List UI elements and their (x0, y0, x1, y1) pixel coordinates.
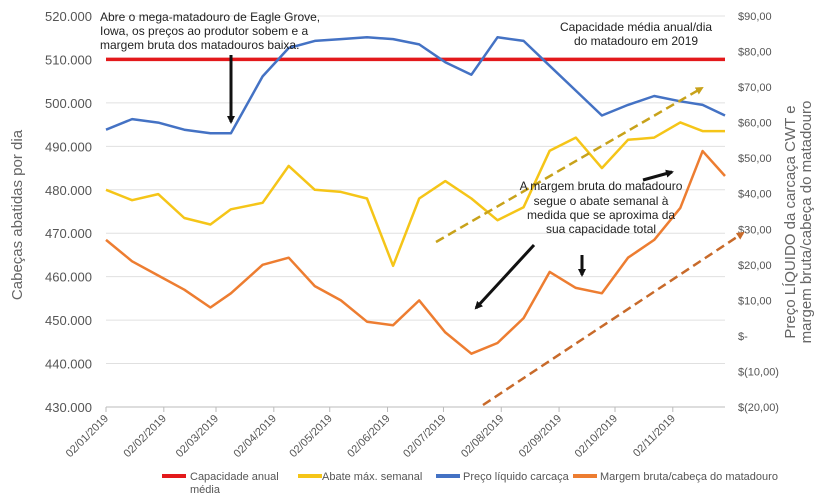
left-tick-label: 440.000 (45, 357, 92, 372)
annotation-line: Abre o mega-matadouro de Eagle Grove, (100, 10, 320, 24)
right-axis-title-line1: Preço LÍQUIDO da carcaça CWT e (782, 105, 799, 338)
right-tick-label: $90,00 (738, 11, 772, 23)
annotation-capacity: Capacidade média anual/dia do matadouro … (560, 20, 712, 48)
left-axis-ticks: 430.000 440.000 450.000 460.000 470.000 480.0… (45, 9, 92, 415)
right-tick-label: $(20,00) (738, 402, 779, 414)
legend-label-margin: Margem bruta/cabeça do matadouro (600, 471, 778, 483)
left-tick-label: 510.000 (45, 52, 92, 67)
x-tick-label: 02/08/2019 (459, 413, 506, 460)
annotation-eagle-grove: Abre o mega-matadouro de Eagle Grove, Io… (100, 10, 320, 52)
left-tick-label: 470.000 (45, 226, 92, 241)
annotation-line: do matadouro em 2019 (574, 34, 698, 48)
x-tick-label: 02/06/2019 (345, 413, 392, 460)
right-tick-label: $80,00 (738, 47, 772, 59)
annotation-line: Capacidade média anual/dia (560, 20, 712, 34)
x-tick-label: 02/07/2019 (401, 413, 448, 460)
left-tick-label: 450.000 (45, 313, 92, 328)
series-line-3 (105, 149, 726, 355)
right-axis-ticks: $(20,00) $(10,00) $- $10,00 $20,00 $30,00 $40,… (738, 11, 779, 414)
left-tick-label: 460.000 (45, 270, 92, 285)
annotation-line: margem bruta dos matadouros baixa. (100, 38, 299, 52)
annotation-line: A margem bruta do matadouro (520, 179, 683, 193)
legend-label-capacity: Capacidade anual (190, 471, 279, 483)
left-tick-label: 520.000 (45, 9, 92, 24)
legend-swatch-capacity (162, 474, 186, 478)
left-tick-label: 500.000 (45, 96, 92, 111)
x-tick-label: 02/09/2019 (517, 413, 564, 460)
right-tick-label: $60,00 (738, 118, 772, 130)
right-tick-label: $30,00 (738, 224, 772, 236)
series-line-2 (105, 36, 726, 135)
right-tick-label: $70,00 (738, 82, 772, 94)
arrow-margin-high (642, 169, 674, 182)
x-tick-label: 02/01/2019 (64, 413, 111, 460)
left-axis-title: Cabeças abatidas por dia (9, 129, 26, 300)
right-tick-label: $(10,00) (738, 366, 779, 378)
x-tick-label: 02/05/2019 (287, 413, 334, 460)
right-tick-label: $- (738, 331, 748, 343)
annotation-line: segue o abate semanal à (534, 194, 669, 208)
x-tick-label: 02/11/2019 (631, 413, 678, 460)
trend-arrow-margin (482, 231, 745, 407)
left-tick-label: 430.000 (45, 400, 92, 415)
x-tick-label: 02/10/2019 (573, 413, 620, 460)
x-tick-label: 02/04/2019 (232, 413, 279, 460)
right-tick-label: $40,00 (738, 189, 772, 201)
left-tick-label: 480.000 (45, 183, 92, 198)
left-tick-label: 490.000 (45, 139, 92, 154)
right-tick-label: $20,00 (738, 260, 772, 272)
right-tick-label: $50,00 (738, 153, 772, 165)
series-lines (105, 36, 726, 355)
right-tick-label: $10,00 (738, 295, 772, 307)
annotation-arrows (227, 55, 745, 407)
right-axis-title-line2: margem bruta/cabeça do matadouro (798, 101, 815, 344)
annotation-line: Iowa, os preços ao produtor sobem e a (100, 24, 308, 38)
legend-swatch-weekly-kill (298, 474, 322, 478)
trend-arrow-weekly-kill (435, 86, 704, 244)
legend-swatch-margin (573, 474, 597, 478)
x-tick-label: 02/03/2019 (174, 413, 221, 460)
legend-label-price: Preço líquido carcaça (463, 471, 570, 483)
annotation-line: medida que se aproxima da (527, 208, 675, 222)
annotation-margin: A margem bruta do matadouro segue o abat… (520, 179, 683, 236)
legend-label-weekly-kill: Abate máx. semanal (322, 471, 422, 483)
x-axis-ticks: 02/01/2019 02/02/2019 02/03/2019 02/04/2019… (64, 406, 725, 460)
legend-label-capacity-2: média (190, 484, 221, 495)
annotation-line: sua capacidade total (546, 222, 656, 236)
legend-swatch-price (436, 474, 460, 478)
x-tick-label: 02/02/2019 (121, 413, 168, 460)
arrow-margin-low (474, 243, 536, 310)
series-line-1 (105, 121, 725, 268)
legend: Capacidade anual média Abate máx. semana… (162, 471, 778, 496)
